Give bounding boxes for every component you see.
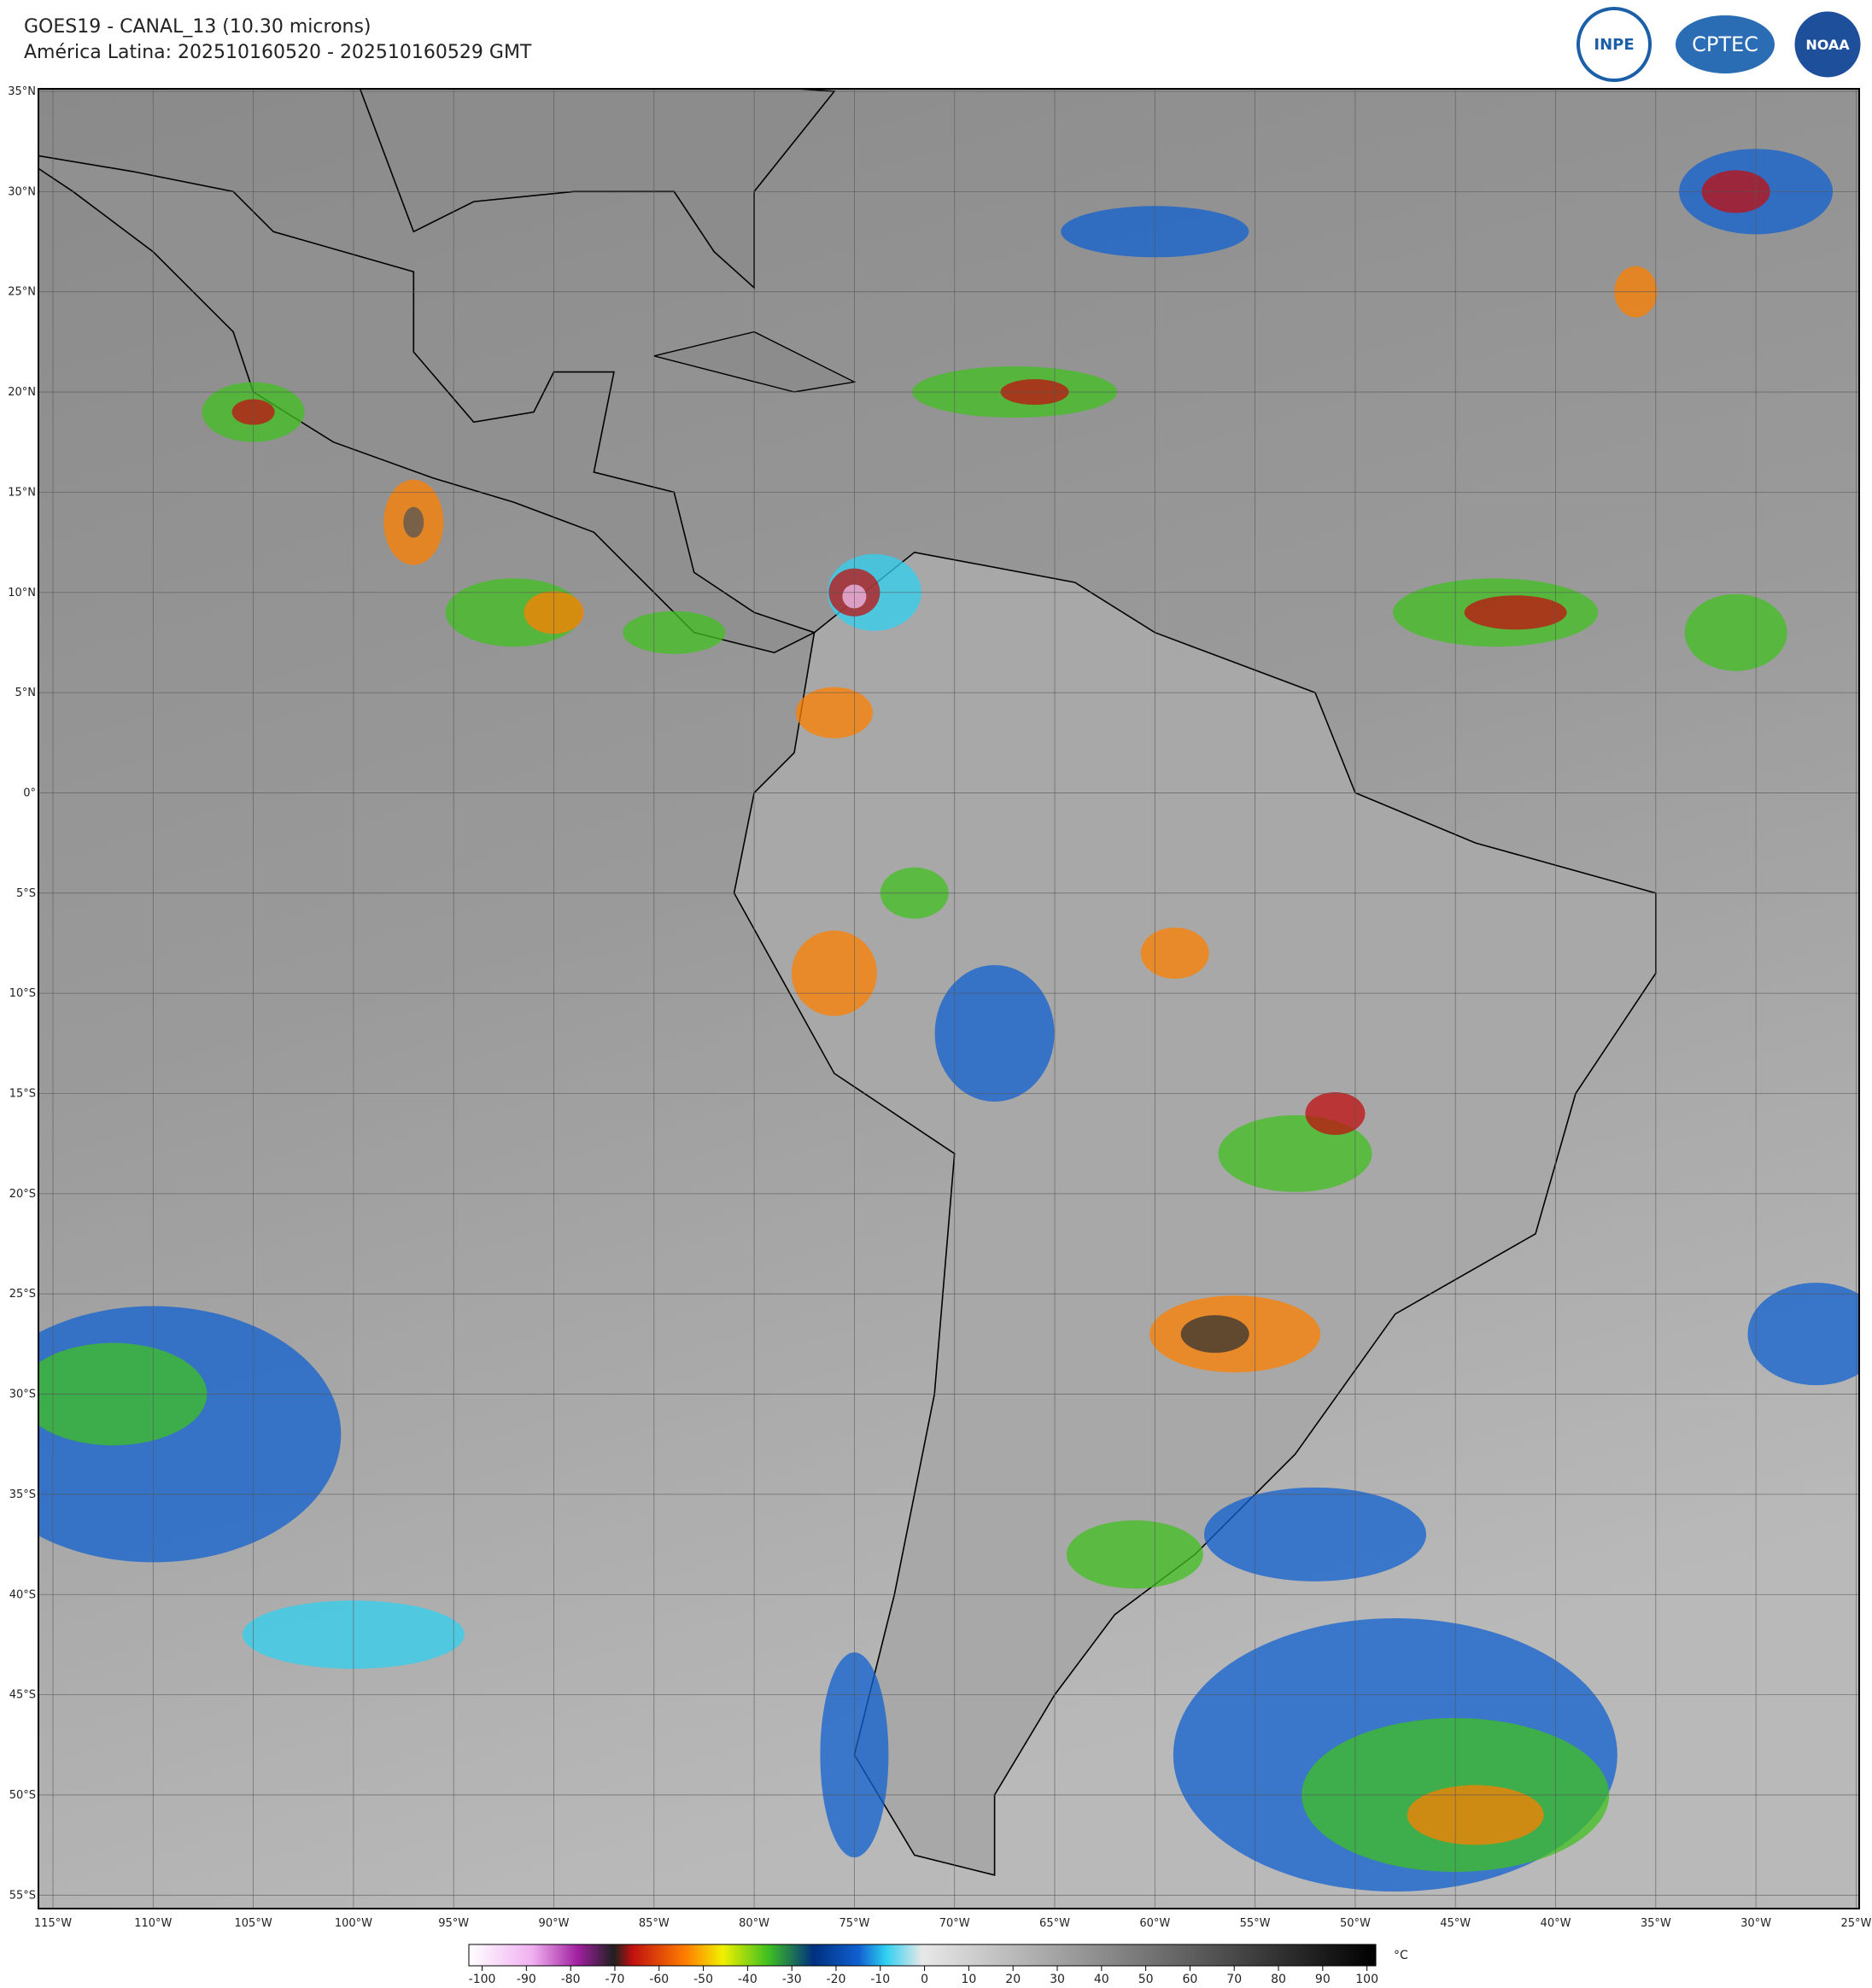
colorbar — [468, 1944, 1377, 1967]
logos: INPE CPTEC NOAA — [1577, 7, 1863, 82]
longitude-label: 25°W — [1840, 1917, 1871, 1930]
longitude-label: 80°W — [739, 1917, 769, 1930]
colorbar-tick-label: -100 — [469, 1973, 496, 1986]
longitude-label: 85°W — [639, 1917, 670, 1930]
colorbar-tick-label: 30 — [1050, 1973, 1065, 1986]
latitude-label: 0° — [23, 786, 36, 799]
longitude-label: 105°W — [235, 1917, 272, 1930]
cloud-top — [934, 965, 1055, 1102]
latitude-label: 40°S — [9, 1588, 36, 1601]
latitude-label: 10°S — [9, 987, 36, 1000]
longitude-label: 100°W — [335, 1917, 372, 1930]
longitude-label: 45°W — [1440, 1917, 1471, 1930]
colorbar-tick-label: -20 — [827, 1973, 846, 1986]
colorbar-tick-label: -80 — [561, 1973, 581, 1986]
map-title: GOES19 - CANAL_13 (10.30 microns) — [24, 16, 371, 38]
longitude-label: 75°W — [839, 1917, 869, 1930]
cloud-top — [623, 611, 726, 654]
colorbar-tick-label: -50 — [693, 1973, 713, 1986]
longitude-label: 95°W — [438, 1917, 469, 1930]
longitude-label: 30°W — [1740, 1917, 1771, 1930]
colorbar-tick-label: 60 — [1183, 1973, 1198, 1986]
cloud-top — [1305, 1091, 1366, 1135]
colorbar-tick-label: 90 — [1315, 1973, 1331, 1986]
cloud-top — [1464, 595, 1567, 630]
colorbar-tick-label: -40 — [738, 1973, 758, 1986]
longitude-label: 60°W — [1139, 1917, 1170, 1930]
latitude-label: 45°S — [9, 1689, 36, 1702]
map-frame — [38, 88, 1860, 1909]
colorbar-tick-label: -10 — [870, 1973, 890, 1986]
colorbar-tick-label: 40 — [1094, 1973, 1109, 1986]
map-area — [38, 89, 1859, 1909]
colorbar-tick-label: -70 — [605, 1973, 625, 1986]
colorbar-tick-label: 10 — [961, 1973, 976, 1986]
longitude-label: 70°W — [939, 1917, 970, 1930]
cloud-top — [1407, 1785, 1544, 1845]
longitude-label: 50°W — [1340, 1917, 1371, 1930]
colorbar-tick-label: 20 — [1005, 1973, 1021, 1986]
longitude-label: 115°W — [34, 1917, 72, 1930]
map-subtitle: América Latina: 202510160520 - 202510160… — [24, 42, 532, 63]
cloud-top — [1180, 1315, 1249, 1354]
longitude-label: 110°W — [134, 1917, 172, 1930]
colorbar-unit: °C — [1394, 1949, 1408, 1962]
latitude-label: 5°S — [16, 887, 36, 900]
cptec-logo — [1676, 15, 1775, 73]
latitude-label: 25°S — [9, 1288, 36, 1301]
colorbar-tick-label: 70 — [1226, 1973, 1242, 1986]
longitude-label: 35°W — [1641, 1917, 1671, 1930]
latitude-label: 20°S — [9, 1188, 36, 1201]
colorbar-tick-label: 0 — [921, 1973, 928, 1986]
latitude-label: 15°S — [9, 1088, 36, 1101]
cloud-top — [403, 506, 424, 538]
latitude-label: 30°S — [9, 1389, 36, 1401]
latitude-label: 10°N — [8, 587, 36, 599]
longitude-label: 65°W — [1039, 1917, 1070, 1930]
colorbar-tick-label: 50 — [1138, 1973, 1154, 1986]
latitude-label: 15°N — [8, 486, 36, 499]
latitude-label: 20°N — [8, 386, 36, 399]
longitude-label: 55°W — [1240, 1917, 1271, 1930]
colorbar-tick-label: 100 — [1355, 1973, 1378, 1986]
cloud-top — [1684, 593, 1787, 671]
cptec-logo-text: CPTEC — [1692, 32, 1758, 56]
colorbar-tick-label: -90 — [517, 1973, 536, 1986]
cloud-top — [1066, 1520, 1203, 1589]
noaa-logo — [1792, 9, 1863, 80]
colorbar-tick-label: -60 — [649, 1973, 669, 1986]
cloud-top — [791, 930, 877, 1016]
latitude-label: 55°S — [9, 1889, 36, 1902]
longitude-label: 40°W — [1541, 1917, 1571, 1930]
latitude-label: 50°S — [9, 1789, 36, 1802]
longitude-label: 90°W — [539, 1917, 570, 1930]
cloud-top — [1203, 1487, 1426, 1582]
inpe-logo-text: INPE — [1594, 36, 1634, 54]
latitude-label: 35°N — [8, 85, 36, 98]
latitude-label: 35°S — [9, 1488, 36, 1501]
colorbar-tick-label: -30 — [782, 1973, 802, 1986]
colorbar-tick-label: 80 — [1271, 1973, 1286, 1986]
latitude-label: 30°N — [8, 185, 36, 198]
noaa-logo-text: NOAA — [1805, 37, 1850, 53]
inpe-logo — [1577, 7, 1652, 82]
latitude-label: 25°N — [8, 286, 36, 299]
cloud-top — [1140, 927, 1209, 979]
latitude-label: 5°N — [15, 687, 37, 699]
cloud-top — [795, 687, 873, 739]
cloud-top — [1747, 1283, 1859, 1386]
